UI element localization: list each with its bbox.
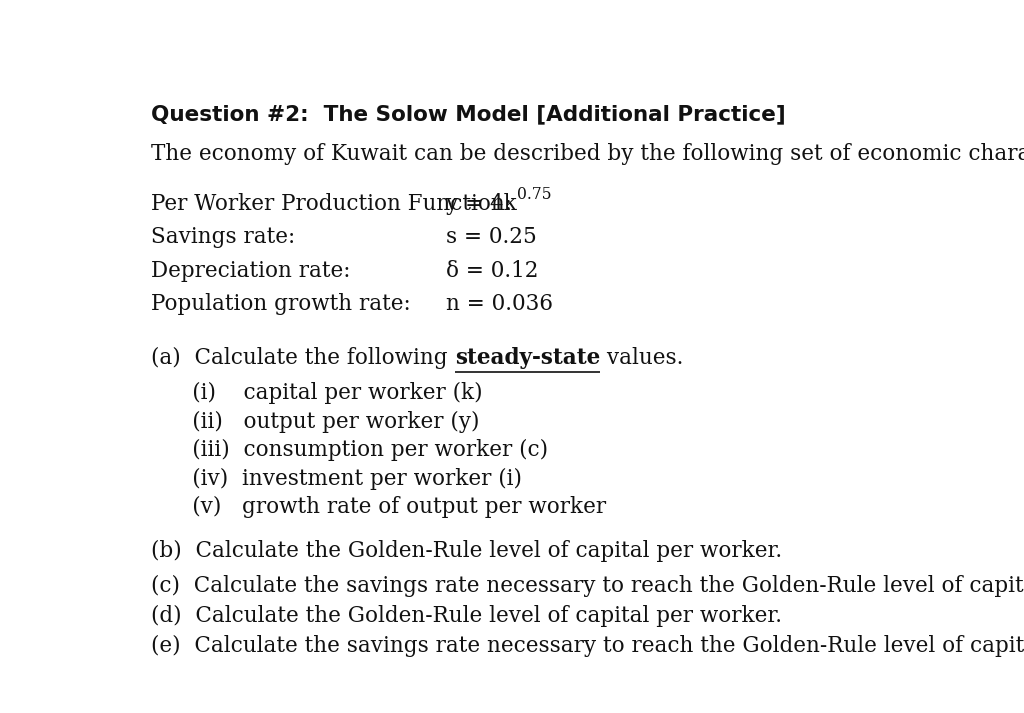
Text: Per Worker Production Function:: Per Worker Production Function: [152, 193, 512, 215]
Text: δ = 0.12: δ = 0.12 [445, 260, 539, 282]
Text: 0.75: 0.75 [516, 185, 551, 202]
Text: values.: values. [600, 347, 683, 369]
Text: (a)  Calculate the following: (a) Calculate the following [152, 347, 455, 369]
Text: steady-state: steady-state [455, 347, 600, 369]
Text: (c)  Calculate the savings rate necessary to reach the Golden-Rule level of capi: (c) Calculate the savings rate necessary… [152, 575, 1024, 597]
Text: y = 4k: y = 4k [445, 193, 516, 215]
Text: (b)  Calculate the Golden-Rule level of capital per worker.: (b) Calculate the Golden-Rule level of c… [152, 540, 782, 562]
Text: (d)  Calculate the Golden-Rule level of capital per worker.: (d) Calculate the Golden-Rule level of c… [152, 605, 782, 627]
Text: n = 0.036: n = 0.036 [445, 293, 553, 314]
Text: (e)  Calculate the savings rate necessary to reach the Golden-Rule level of capi: (e) Calculate the savings rate necessary… [152, 635, 1024, 657]
Text: Savings rate:: Savings rate: [152, 227, 296, 248]
Text: (i)    capital per worker (k): (i) capital per worker (k) [152, 382, 483, 404]
Text: Question #2:  The Solow Model [Additional Practice]: Question #2: The Solow Model [Additional… [152, 105, 786, 125]
Text: Population growth rate:: Population growth rate: [152, 293, 411, 314]
Text: (iii)  consumption per worker (c): (iii) consumption per worker (c) [152, 439, 549, 461]
Text: The economy of Kuwait can be described by the following set of economic characte: The economy of Kuwait can be described b… [152, 143, 1024, 165]
Text: (ii)   output per worker (y): (ii) output per worker (y) [152, 411, 480, 433]
Text: s = 0.25: s = 0.25 [445, 227, 537, 248]
Text: (iv)  investment per worker (i): (iv) investment per worker (i) [152, 468, 522, 490]
Text: Depreciation rate:: Depreciation rate: [152, 260, 351, 282]
Text: (v)   growth rate of output per worker: (v) growth rate of output per worker [152, 496, 606, 518]
